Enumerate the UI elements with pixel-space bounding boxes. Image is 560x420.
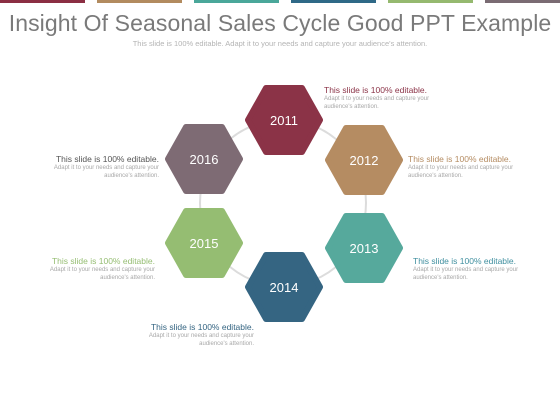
- top-bar-segment: [291, 0, 376, 3]
- top-bar-segment: [97, 0, 182, 3]
- callout-2013: This slide is 100% editable. Adapt it to…: [413, 256, 538, 282]
- callout-2011: This slide is 100% editable. Adapt it to…: [324, 85, 449, 111]
- hexagon-2012-shape: [325, 125, 403, 195]
- hexagon-2015-label: 2015: [190, 236, 219, 251]
- callout-2013-body: Adapt it to your needs and capture your …: [413, 267, 519, 281]
- hexagon-2013-shape: [325, 213, 403, 283]
- top-bar-segment: [194, 0, 279, 3]
- callout-2016-body: Adapt it to your needs and capture your …: [53, 165, 159, 179]
- hexagon-2016: 2016: [165, 124, 243, 194]
- hexagon-2011-shape: [245, 85, 323, 155]
- top-bar-segment: [388, 0, 473, 3]
- callout-2016-heading: This slide is 100% editable.: [55, 154, 159, 164]
- slide-subtitle: This slide is 100% editable. Adapt it to…: [132, 39, 428, 48]
- callout-2014-heading: This slide is 100% editable.: [150, 322, 254, 332]
- hexagon-2014: 2014: [245, 252, 323, 322]
- callout-2014-body: Adapt it to your needs and capture your …: [148, 333, 254, 347]
- hexagon-2012-label: 2012: [350, 153, 379, 168]
- callout-2012: This slide is 100% editable. Adapt it to…: [408, 154, 533, 180]
- top-bar-segment: [485, 0, 560, 3]
- hexagon-2011: 2011: [245, 85, 323, 155]
- hexagon-2012: 2012: [325, 125, 403, 195]
- callout-2011-heading: This slide is 100% editable.: [324, 85, 428, 95]
- callout-2012-heading: This slide is 100% editable.: [408, 154, 512, 164]
- hexagon-2013-label: 2013: [350, 241, 379, 256]
- callout-2011-body: Adapt it to your needs and capture your …: [324, 96, 430, 110]
- hexagon-2015: 2015: [165, 208, 243, 278]
- hexagon-2014-label: 2014: [270, 280, 299, 295]
- slide-title: Insight Of Seasonal Sales Cycle Good PPT…: [8, 10, 552, 36]
- callout-2013-heading: This slide is 100% editable.: [413, 256, 517, 266]
- hexagon-2011-label: 2011: [270, 113, 298, 128]
- hexagon-2014-shape: [245, 252, 323, 322]
- callout-2015: This slide is 100% editable. Adapt it to…: [30, 256, 155, 282]
- top-bar-segment: [0, 0, 85, 3]
- callout-2016: This slide is 100% editable. Adapt it to…: [34, 154, 159, 180]
- callout-2015-heading: This slide is 100% editable.: [51, 256, 155, 266]
- hexagon-2015-shape: [165, 208, 243, 278]
- hexagon-2013: 2013: [325, 213, 403, 283]
- callout-2012-body: Adapt it to your needs and capture your …: [408, 165, 514, 179]
- hexagon-2016-label: 2016: [190, 152, 219, 167]
- callout-2014: This slide is 100% editable. Adapt it to…: [129, 322, 254, 348]
- callout-2015-body: Adapt it to your needs and capture your …: [49, 267, 155, 281]
- hexagon-2016-shape: [165, 124, 243, 194]
